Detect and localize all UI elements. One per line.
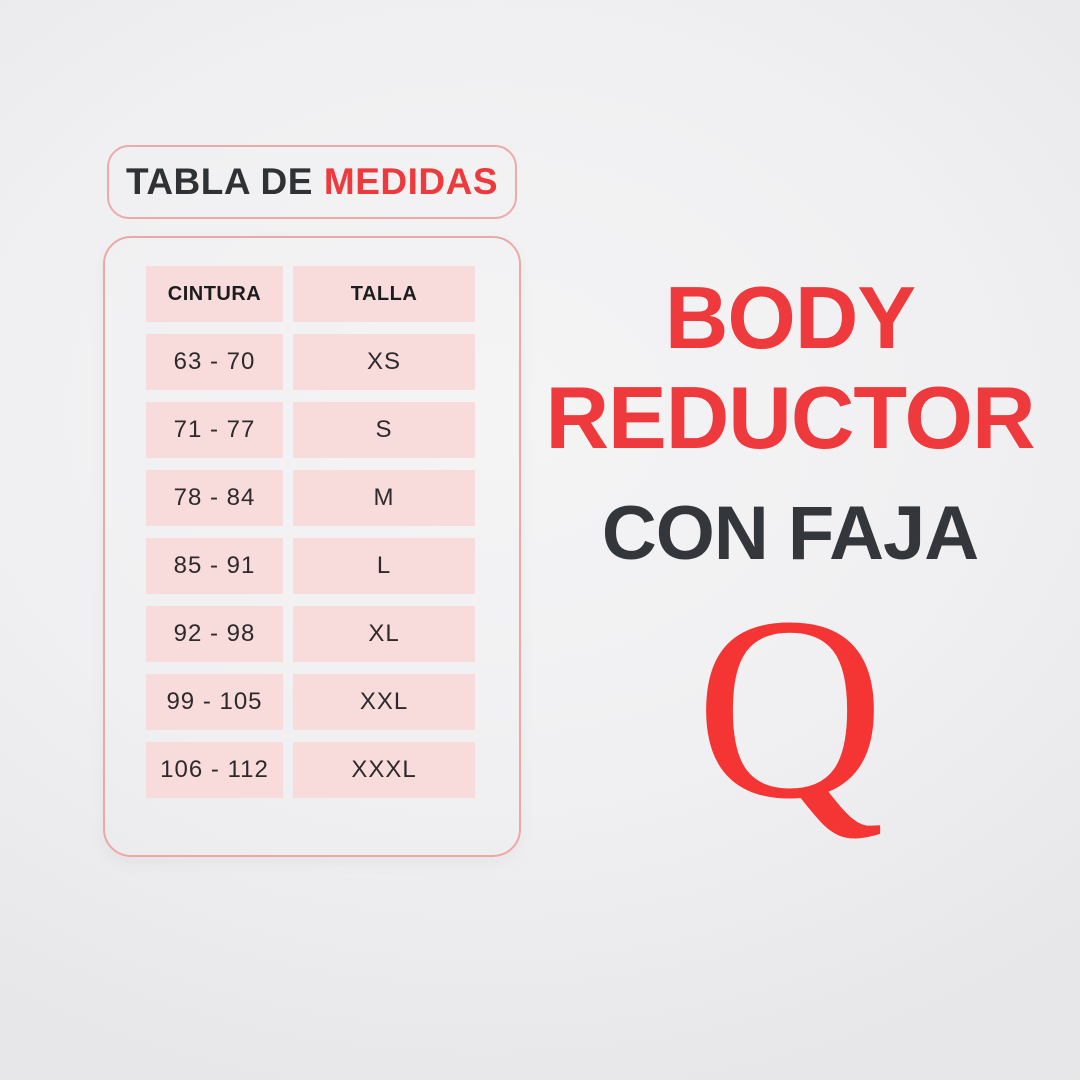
column-header-cell: CINTURA bbox=[146, 266, 283, 322]
talla-cell: XXL bbox=[293, 674, 475, 730]
cintura-cell: 71 - 77 bbox=[146, 402, 283, 458]
brand-letter-q-logo: Q bbox=[695, 563, 885, 853]
product-subtitle: CON FAJA bbox=[601, 491, 979, 576]
talla-cell: XS bbox=[293, 334, 475, 390]
product-title-line1: BODY bbox=[664, 268, 916, 367]
column-header-cell: TALLA bbox=[293, 266, 475, 322]
cintura-cell: 92 - 98 bbox=[146, 606, 283, 662]
talla-cell: M bbox=[293, 470, 475, 526]
title-badge: TABLA DE MEDIDAS bbox=[107, 145, 517, 219]
talla-cell: S bbox=[293, 402, 475, 458]
cintura-cell: 106 - 112 bbox=[146, 742, 283, 798]
title-dark-text: TABLA DE bbox=[125, 161, 313, 202]
title-red-text: MEDIDAS bbox=[323, 161, 499, 202]
talla-cell: XXXL bbox=[293, 742, 475, 798]
size-chart-card: CINTURA TALLA 63 - 70 XS 71 - 77 S 78 - 84 M 85 … bbox=[103, 236, 521, 857]
talla-cell: XL bbox=[293, 606, 475, 662]
cintura-cell: 99 - 105 bbox=[146, 674, 283, 730]
product-text-block: BODY REDUCTOR CON FAJA Q bbox=[530, 268, 1050, 853]
cintura-cell: 85 - 91 bbox=[146, 538, 283, 594]
size-table: CINTURA TALLA 63 - 70 XS 71 - 77 S 78 - 84 M 85 … bbox=[146, 266, 475, 798]
cintura-cell: 63 - 70 bbox=[146, 334, 283, 390]
product-title-line2: REDUCTOR bbox=[545, 368, 1035, 467]
talla-cell: L bbox=[293, 538, 475, 594]
cintura-cell: 78 - 84 bbox=[146, 470, 283, 526]
